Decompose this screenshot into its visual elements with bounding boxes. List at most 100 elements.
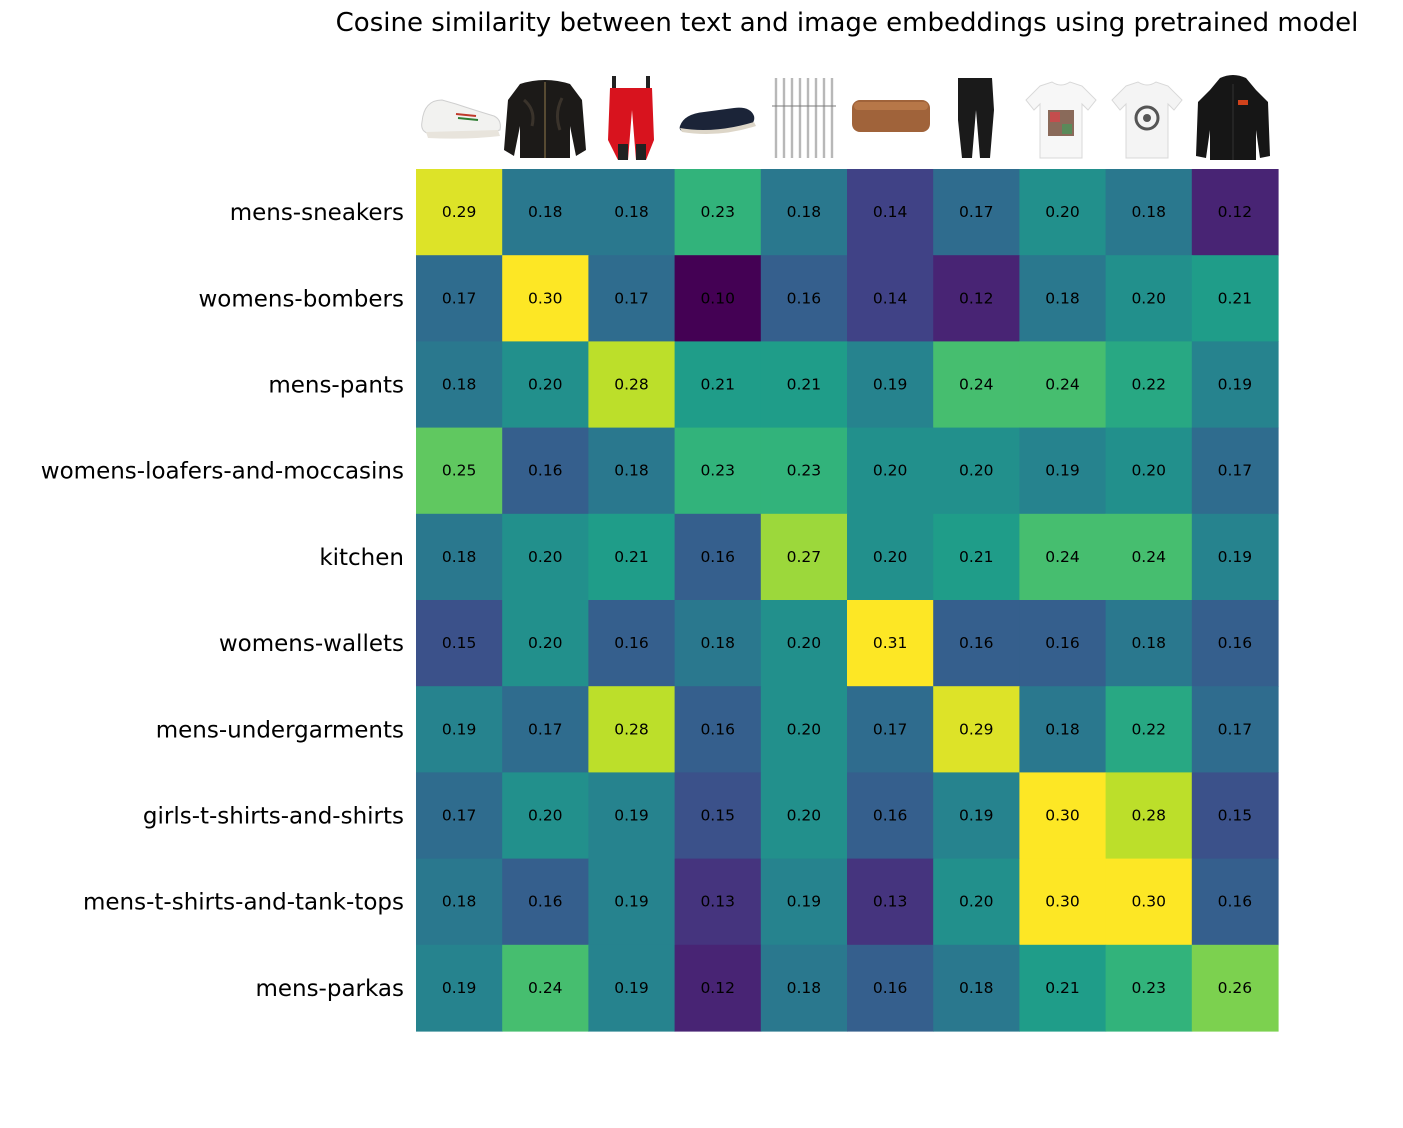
heatmap-cell bbox=[416, 944, 503, 1032]
heatmap-cell bbox=[1191, 255, 1279, 342]
cell-value-label: 0.24 bbox=[1045, 376, 1080, 394]
heatmap-cell bbox=[933, 944, 1020, 1032]
heatmap-cells: 0.29 0.18 0.18 0.23 0.18 0.14 0.17 0.20 0.18 0.12… bbox=[416, 169, 1279, 1032]
heatmap-cell bbox=[1191, 427, 1279, 515]
cell-value-label: 0.20 bbox=[873, 548, 908, 566]
heatmap-cell bbox=[416, 686, 503, 773]
cell-value-label: 0.19 bbox=[1218, 376, 1253, 394]
cell-value-label: 0.24 bbox=[959, 376, 994, 394]
cell-value-label: 0.18 bbox=[528, 203, 563, 221]
cell-value-label: 0.18 bbox=[787, 203, 822, 221]
heatmap-cell bbox=[674, 686, 762, 773]
cell-value-label: 0.16 bbox=[1218, 893, 1253, 911]
cell-value-label: 0.24 bbox=[1045, 548, 1080, 566]
heatmap-cell bbox=[1105, 858, 1193, 946]
heatmap-cell bbox=[674, 341, 762, 429]
cell-value-label: 0.28 bbox=[1131, 807, 1166, 825]
cell-value-label: 0.20 bbox=[959, 893, 994, 911]
cell-value-label: 0.28 bbox=[614, 720, 649, 738]
cell-value-label: 0.17 bbox=[442, 807, 477, 825]
cell-value-label: 0.28 bbox=[614, 376, 649, 394]
heatmap-cell bbox=[1019, 427, 1107, 515]
cell-value-label: 0.16 bbox=[787, 289, 822, 307]
heatmap-cell bbox=[760, 944, 848, 1032]
cell-value-label: 0.21 bbox=[1218, 289, 1253, 307]
heatmap-cell bbox=[502, 600, 589, 687]
printed-t-shirt-image bbox=[1025, 81, 1097, 159]
cell-value-label: 0.18 bbox=[614, 203, 649, 221]
heatmap-cell bbox=[502, 772, 589, 860]
cell-value-label: 0.30 bbox=[528, 289, 563, 307]
cell-value-label: 0.17 bbox=[873, 720, 908, 738]
cell-value-label: 0.17 bbox=[1218, 720, 1253, 738]
cell-value-label: 0.21 bbox=[787, 376, 822, 394]
cell-value-label: 0.27 bbox=[787, 548, 822, 566]
cell-value-label: 0.19 bbox=[442, 979, 477, 997]
row-labels: mens-sneakers womens-bombers mens-pants wom… bbox=[41, 200, 404, 1002]
heatmap-cell bbox=[933, 427, 1020, 515]
cell-value-label: 0.20 bbox=[528, 807, 563, 825]
heatmap-cell bbox=[1105, 513, 1193, 601]
heatmap-cell bbox=[674, 169, 762, 256]
bomber-jacket-image bbox=[504, 80, 586, 158]
cell-value-label: 0.18 bbox=[442, 376, 477, 394]
cell-value-label: 0.26 bbox=[1218, 979, 1253, 997]
heatmap-cell bbox=[674, 858, 762, 946]
heatmap-cell bbox=[674, 600, 762, 687]
cell-value-label: 0.23 bbox=[700, 203, 735, 221]
cell-value-label: 0.20 bbox=[1045, 203, 1080, 221]
cell-value-label: 0.16 bbox=[873, 979, 908, 997]
heatmap-cell bbox=[674, 255, 762, 342]
heatmap-cell bbox=[588, 513, 676, 601]
cell-value-label: 0.24 bbox=[1131, 548, 1166, 566]
cell-value-label: 0.16 bbox=[1045, 634, 1080, 652]
heatmap-cell bbox=[502, 858, 589, 946]
heatmap-cell bbox=[588, 686, 676, 773]
cell-value-label: 0.19 bbox=[1045, 462, 1080, 480]
heatmap-cell bbox=[1019, 255, 1107, 342]
heatmap-cell bbox=[933, 600, 1020, 687]
heatmap-cell bbox=[933, 169, 1020, 256]
heatmap-cell bbox=[760, 427, 848, 515]
row-label: womens-wallets bbox=[219, 631, 404, 657]
heatmap-cell bbox=[1019, 686, 1107, 773]
cell-value-label: 0.30 bbox=[1045, 807, 1080, 825]
heatmap-cell bbox=[760, 686, 848, 773]
cell-value-label: 0.16 bbox=[528, 462, 563, 480]
row-label: girls-t-shirts-and-shirts bbox=[143, 804, 404, 830]
cell-value-label: 0.30 bbox=[1045, 893, 1080, 911]
heatmap-cell bbox=[1105, 427, 1193, 515]
cell-value-label: 0.25 bbox=[442, 462, 477, 480]
heatmap-cell bbox=[933, 513, 1020, 601]
heatmap-cell bbox=[760, 341, 848, 429]
heatmap-cell bbox=[1105, 600, 1193, 687]
heatmap-cell bbox=[847, 944, 934, 1032]
heatmap-cell bbox=[760, 600, 848, 687]
row-label: womens-loafers-and-moccasins bbox=[41, 459, 404, 485]
heatmap-cell bbox=[416, 513, 503, 601]
heatmap-cell bbox=[588, 341, 676, 429]
white-t-shirt-image bbox=[1111, 81, 1183, 159]
heatmap-cell bbox=[847, 858, 934, 946]
cell-value-label: 0.17 bbox=[528, 720, 563, 738]
cell-value-label: 0.10 bbox=[700, 289, 735, 307]
forks-image bbox=[772, 78, 836, 158]
heatmap-cell bbox=[502, 944, 589, 1032]
heatmap-cell bbox=[933, 772, 1020, 860]
red-pants-image bbox=[608, 76, 654, 160]
leggings-image bbox=[958, 78, 994, 158]
heatmap-cell bbox=[416, 169, 503, 256]
heatmap-cell bbox=[847, 341, 934, 429]
row-label: kitchen bbox=[319, 545, 404, 571]
cell-value-label: 0.15 bbox=[442, 634, 477, 652]
cell-value-label: 0.30 bbox=[1131, 893, 1166, 911]
heatmap-cell bbox=[933, 341, 1020, 429]
heatmap-cell bbox=[1191, 600, 1279, 687]
heatmap-cell bbox=[674, 427, 762, 515]
row-label: womens-bombers bbox=[198, 286, 404, 312]
heatmap-cell bbox=[588, 255, 676, 342]
heatmap-cell bbox=[588, 944, 676, 1032]
heatmap-cell bbox=[416, 427, 503, 515]
cell-value-label: 0.19 bbox=[614, 807, 649, 825]
